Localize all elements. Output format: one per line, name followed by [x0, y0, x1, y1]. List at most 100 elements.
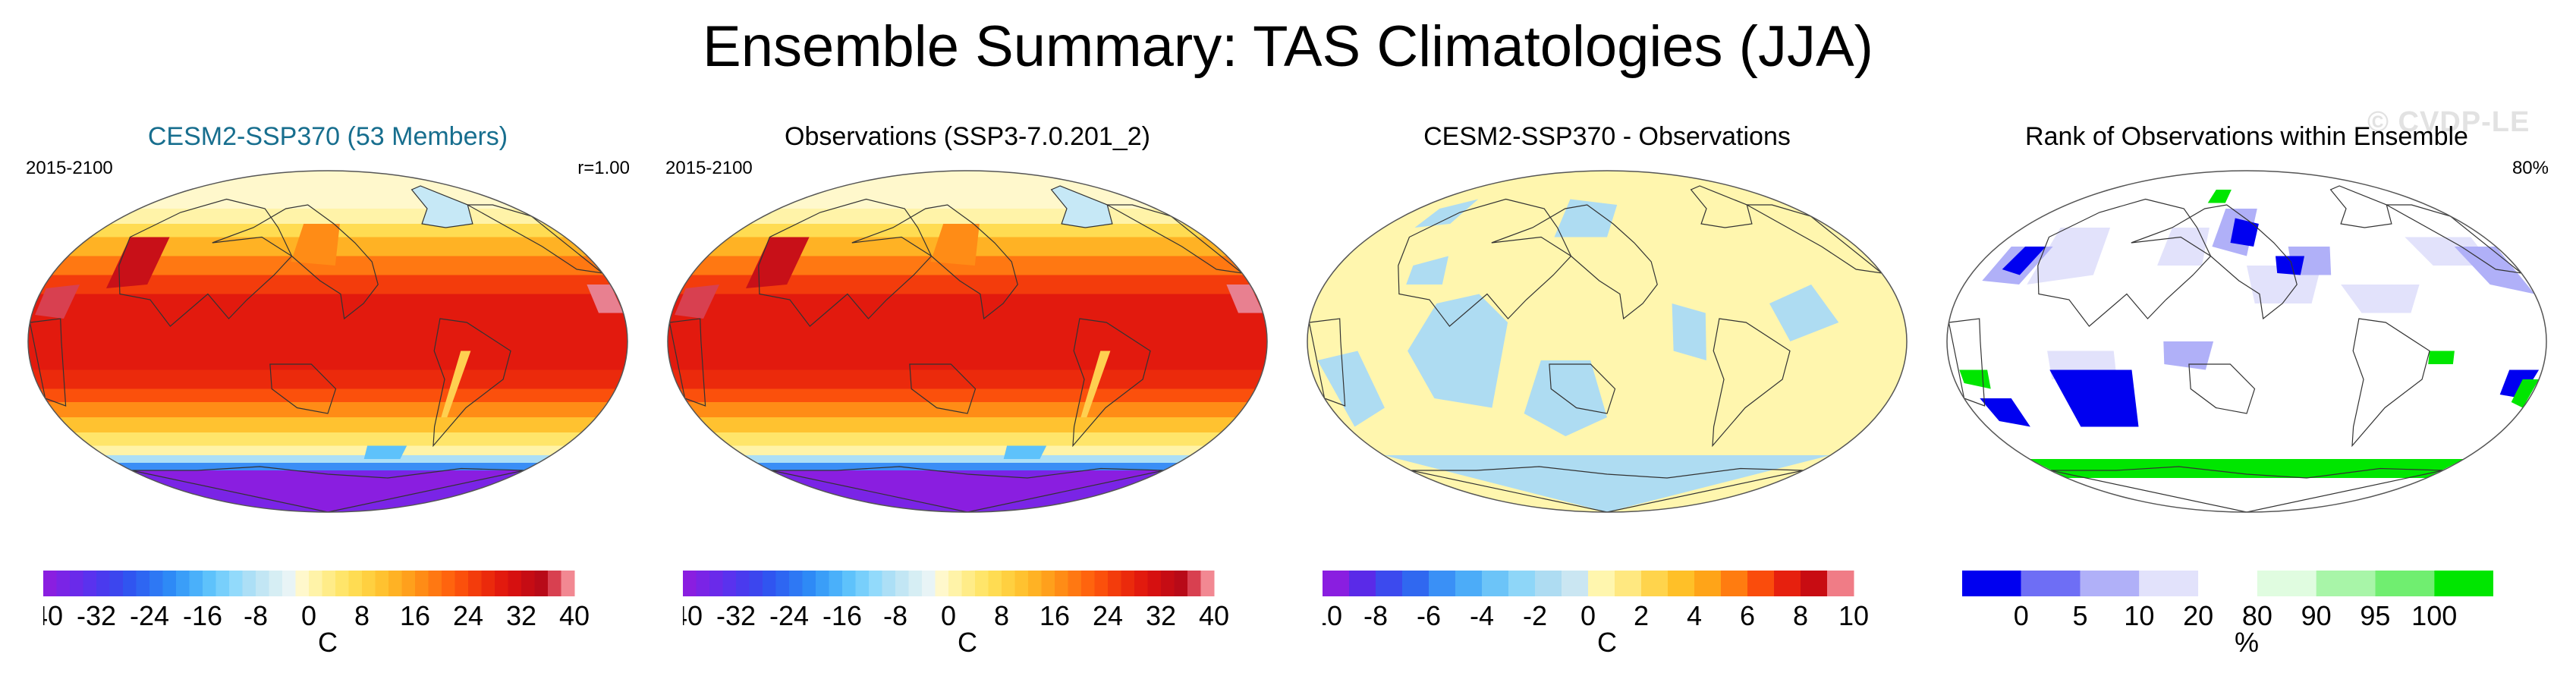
- colorbar-swatch: [763, 571, 776, 596]
- rank-10-20-region: [2027, 228, 2111, 285]
- colorbar-tick-label: -16: [822, 600, 862, 631]
- eurasia-coastline: [2037, 198, 2212, 327]
- panel-title: CESM2-SSP370 (53 Members): [147, 122, 508, 151]
- colorbar-swatch: [709, 571, 723, 596]
- temperature-band: [28, 432, 627, 446]
- temperature-band: [668, 445, 1267, 455]
- colorbar-swatch: [1161, 571, 1175, 596]
- colorbar-swatch: [335, 571, 349, 596]
- colorbar-swatch: [1615, 571, 1642, 596]
- rank-95-100-region: [2207, 190, 2232, 203]
- map-tas: [27, 170, 628, 513]
- colorbar-swatch: [2375, 571, 2435, 596]
- colorbar-swatch: [922, 571, 936, 596]
- colorbar-swatch: [696, 571, 710, 596]
- colorbar-tick-label: -2: [1523, 600, 1547, 631]
- colorbar-swatch: [722, 571, 737, 596]
- colorbar-swatch: [189, 571, 203, 596]
- colorbar-units: %: [2234, 627, 2259, 658]
- north-america-coastline: [1491, 204, 1658, 320]
- colorbar-swatch: [1081, 571, 1095, 596]
- africa-coastline: [668, 318, 706, 407]
- colorbar-swatch: [829, 571, 843, 596]
- colorbar-tick-label: 8: [1793, 600, 1808, 631]
- negative-difference-region: [1769, 285, 1839, 341]
- temperature-band: [28, 388, 627, 402]
- antarctica-coastline: [131, 466, 524, 512]
- colorbar-swatch: [1668, 571, 1695, 596]
- colorbar-swatch: [1721, 571, 1748, 596]
- map-difference: [1307, 170, 1908, 513]
- hot-desert-region: [746, 237, 810, 288]
- colorbar-swatch: [1482, 571, 1509, 596]
- colorbar-swatch: [521, 571, 535, 596]
- colorbar-swatch: [109, 571, 124, 596]
- colorbar-tick-label: -32: [716, 600, 756, 631]
- colorbar-tick-label: 100: [2411, 600, 2457, 631]
- colorbar-tick-label: -8: [1363, 600, 1388, 631]
- antarctica-coastline: [771, 466, 1164, 512]
- colorbar-swatch: [775, 571, 790, 596]
- colorbar-swatch: [348, 571, 363, 596]
- colorbar-swatch: [1068, 571, 1082, 596]
- south-america-coastline: [1712, 318, 1791, 448]
- rank-0-5-region: [2276, 256, 2304, 275]
- rank-0-5-region: [2002, 247, 2046, 275]
- colorbar-units: C: [958, 627, 977, 658]
- rank-0-5-region: [1980, 398, 2030, 427]
- colorbar-swatch: [56, 571, 71, 596]
- map-tas-observations: [667, 170, 1268, 513]
- temperature-band: [28, 209, 627, 224]
- australia-coastline: [1549, 363, 1616, 414]
- colorbar-tick-label: 5: [2073, 600, 2088, 631]
- colorbar-swatch: [1376, 571, 1403, 596]
- south-america-coastline: [432, 318, 511, 448]
- antarctica-region: [771, 467, 1164, 512]
- colorbar-tick-label: -32: [77, 600, 116, 631]
- colorbar-swatch: [948, 571, 962, 596]
- colorbar-tick-label: 32: [1146, 600, 1176, 631]
- colorbar-swatch: [162, 571, 177, 596]
- colorbar-tick-label: 16: [400, 600, 430, 631]
- colorbar-swatch: [1562, 571, 1589, 596]
- negative-difference-region: [1408, 294, 1508, 408]
- colorbar-swatch: [1055, 571, 1068, 596]
- colorbar-tick-label: 6: [1740, 600, 1755, 631]
- temperature-band: [28, 294, 627, 370]
- colorbar-swatch: [1402, 571, 1430, 596]
- colorbar-swatch: [2080, 571, 2140, 596]
- colorbar-swatch: [961, 571, 976, 596]
- temperature-band: [28, 369, 627, 389]
- rank-10-20-region: [2157, 228, 2210, 266]
- colorbar-swatch: [256, 571, 269, 596]
- rank-0-5-region: [2230, 218, 2259, 247]
- colorbar-swatch: [2198, 571, 2257, 596]
- temperature-band: [28, 171, 627, 209]
- colorbar: -40 -32 -24 -16 -8 0 8 16 24 32 40: [683, 571, 1229, 631]
- colorbar-swatch: [1962, 571, 2021, 596]
- colorbar-swatch: [136, 571, 150, 596]
- colorbar-swatch: [988, 571, 1002, 596]
- colorbar-tick-label: 2: [1634, 600, 1649, 631]
- temperature-band: [668, 209, 1267, 224]
- rank-0-5-region: [2499, 369, 2540, 398]
- colorbar-tick-label: 95: [2360, 600, 2390, 631]
- period-label: 2015-2100: [26, 158, 113, 178]
- temperature-band: [668, 294, 1267, 370]
- colorbar-swatch: [1014, 571, 1029, 596]
- map-rank: [1946, 170, 2547, 513]
- north-america-coastline: [2131, 204, 2298, 320]
- colorbar-swatch: [2434, 571, 2493, 596]
- hot-desert-region: [106, 237, 170, 288]
- temperature-band: [28, 445, 627, 455]
- colorbar-swatch: [802, 571, 816, 596]
- antarctica-region: [131, 467, 524, 512]
- colorbar-tick-label: 80: [2242, 600, 2272, 631]
- colorbar-swatch: [388, 571, 402, 596]
- colorbar-swatch: [96, 571, 110, 596]
- colorbar-tick-label: -8: [244, 600, 268, 631]
- colorbar-swatch: [149, 571, 163, 596]
- colorbar-swatch: [816, 571, 829, 596]
- colorbar-swatch: [1535, 571, 1562, 596]
- colorbar-tick-label: 20: [2183, 600, 2213, 631]
